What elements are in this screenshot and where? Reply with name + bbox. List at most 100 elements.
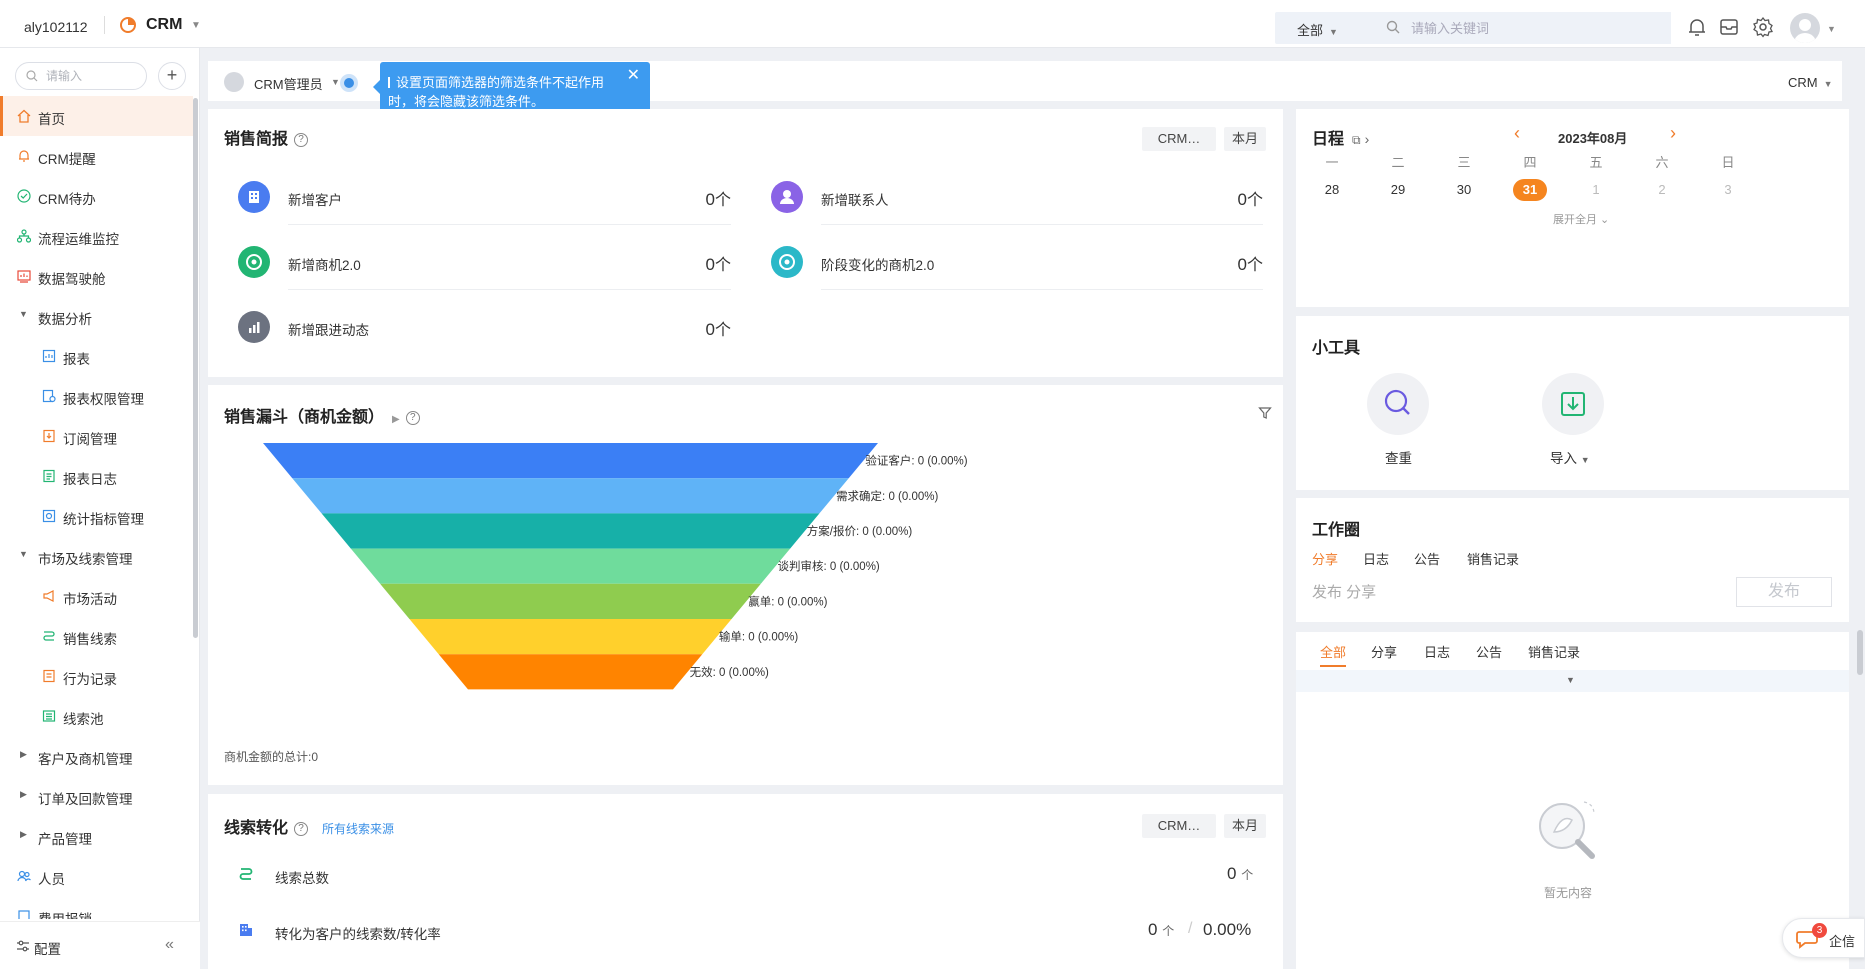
- sidebar-group-order[interactable]: ▶ 订单及回款管理: [0, 776, 193, 816]
- dedupe-tool-button[interactable]: [1367, 373, 1429, 435]
- funnel-stage-1[interactable]: [292, 478, 849, 514]
- sidebar-item-expense[interactable]: 费用报销: [0, 896, 193, 919]
- calendar-day[interactable]: 3: [1724, 182, 1732, 197]
- sidebar-item-home[interactable]: 首页: [0, 96, 193, 136]
- expand-month-link[interactable]: 展开全月 ⌄: [1553, 214, 1610, 226]
- filter-funnel-icon[interactable]: [1258, 406, 1272, 420]
- funnel-stage-6[interactable]: [438, 654, 703, 690]
- calendar-day[interactable]: 29: [1390, 182, 1406, 197]
- add-menu-button[interactable]: +: [158, 62, 186, 90]
- page-scrollbar[interactable]: [1857, 630, 1863, 675]
- sidebar-group-customer[interactable]: ▶ 客户及商机管理: [0, 736, 193, 776]
- import-tool-label[interactable]: 导入 ▼: [1550, 447, 1590, 467]
- user-avatar[interactable]: [1790, 13, 1820, 43]
- stat-new-customers[interactable]: 新增客户 0个: [238, 173, 731, 225]
- prev-month-button[interactable]: ‹: [1514, 123, 1520, 143]
- close-icon[interactable]: ✕: [626, 67, 640, 84]
- caret-right-icon: ▶: [20, 789, 27, 799]
- tab-log[interactable]: 日志: [1363, 552, 1390, 567]
- funnel-title: 销售漏斗（商机金额）: [224, 409, 385, 426]
- qixin-chat-button[interactable]: 3 企信: [1782, 918, 1865, 958]
- target-icon: [238, 246, 270, 278]
- tab-all[interactable]: 全部: [1320, 645, 1347, 660]
- funnel-chart: 验证客户: 0 (0.00%) 需求确定: 0 (0.00%) 方案/报价: 0 (…: [263, 443, 968, 690]
- notification-bell-icon[interactable]: [1686, 16, 1708, 38]
- calendar-day-today[interactable]: 31: [1510, 179, 1550, 201]
- crm-scope-pill[interactable]: CRM…: [1142, 127, 1216, 151]
- help-icon[interactable]: ?: [405, 411, 420, 425]
- import-tool-button[interactable]: [1542, 373, 1604, 435]
- calendar-day[interactable]: 28: [1324, 182, 1340, 197]
- caret-right-icon[interactable]: ▶: [392, 414, 400, 425]
- next-month-button[interactable]: ›: [1670, 123, 1676, 143]
- sidebar-config[interactable]: 配置 «: [0, 921, 200, 969]
- crm-scope-pill[interactable]: CRM…: [1142, 814, 1216, 838]
- dedupe-tool-label[interactable]: 查重: [1385, 451, 1412, 466]
- funnel-stage-0[interactable]: [263, 443, 878, 479]
- sidebar-group-product[interactable]: ▶ 产品管理: [0, 816, 193, 856]
- sidebar-group-data-analysis[interactable]: ▼ 数据分析: [0, 296, 193, 336]
- owner-filter[interactable]: CRM管理员: [254, 77, 323, 92]
- global-search-input[interactable]: [1375, 12, 1671, 44]
- funnel-stage-4[interactable]: [380, 583, 761, 619]
- stat-new-followups[interactable]: 新增跟进动态 0个: [238, 303, 731, 355]
- tab-notice[interactable]: 公告: [1476, 645, 1503, 660]
- chevron-right-icon[interactable]: ›: [1364, 131, 1370, 147]
- sidebar-item-statistics[interactable]: 统计指标管理: [0, 496, 193, 536]
- sidebar-item-process-monitor[interactable]: 流程运维监控: [0, 216, 193, 256]
- sidebar-search-input[interactable]: [15, 62, 147, 90]
- feed-expand-bar[interactable]: ▼: [1296, 670, 1849, 692]
- sidebar-item-report-log[interactable]: 报表日志: [0, 456, 193, 496]
- chevron-down-icon[interactable]: ▼: [191, 20, 201, 31]
- inbox-icon[interactable]: [1718, 16, 1740, 38]
- record-icon: [43, 669, 55, 683]
- stat-new-contacts[interactable]: 新增联系人 0个: [771, 173, 1263, 225]
- help-icon[interactable]: ?: [294, 133, 309, 147]
- app-switcher[interactable]: CRM: [146, 16, 183, 33]
- tab-sales-record[interactable]: 销售记录: [1528, 645, 1581, 660]
- stat-unit: 个: [714, 257, 731, 274]
- stat-stage-changed[interactable]: 阶段变化的商机2.0 0个: [771, 238, 1263, 290]
- collapse-sidebar-button[interactable]: «: [165, 936, 174, 953]
- period-pill[interactable]: 本月: [1224, 814, 1266, 838]
- funnel-stage-5[interactable]: [409, 619, 732, 655]
- sidebar-scrollbar[interactable]: [193, 98, 198, 638]
- sidebar-item-data-cockpit[interactable]: 数据驾驶舱: [0, 256, 193, 296]
- caret-down-icon[interactable]: ▼: [331, 77, 340, 87]
- search-scope-select[interactable]: 全部 ▼: [1275, 12, 1375, 44]
- current-user[interactable]: aly102112: [24, 19, 88, 35]
- stat-unit: 个: [714, 322, 731, 339]
- tab-log[interactable]: 日志: [1424, 645, 1451, 660]
- sidebar-item-report-permission[interactable]: 报表权限管理: [0, 376, 193, 416]
- chevron-down-icon[interactable]: ▼: [1827, 24, 1836, 34]
- sidebar-item-sales-leads[interactable]: 销售线索: [0, 616, 193, 656]
- help-icon[interactable]: ?: [294, 822, 309, 836]
- lead-source-link[interactable]: 所有线索来源: [322, 822, 395, 836]
- tab-sales-record[interactable]: 销售记录: [1467, 552, 1520, 567]
- sidebar-item-marketing-activity[interactable]: 市场活动: [0, 576, 193, 616]
- publish-button[interactable]: 发布: [1736, 577, 1832, 607]
- sidebar-item-crm-todo[interactable]: CRM待办: [0, 176, 193, 216]
- sidebar-item-lead-pool[interactable]: 线索池: [0, 696, 193, 736]
- sidebar-group-marketing[interactable]: ▼ 市场及线索管理: [0, 536, 193, 576]
- copy-icon[interactable]: ⧉: [1352, 133, 1361, 147]
- sidebar-item-people[interactable]: 人员: [0, 856, 193, 896]
- calendar-day[interactable]: 30: [1456, 182, 1472, 197]
- stat-new-opportunities[interactable]: 新增商机2.0 0个: [238, 238, 731, 290]
- funnel-stage-3[interactable]: [350, 548, 791, 584]
- tab-share[interactable]: 分享: [1312, 552, 1339, 567]
- funnel-stage-2[interactable]: [321, 513, 820, 549]
- sidebar-item-subscription[interactable]: 订阅管理: [0, 416, 193, 456]
- tab-share[interactable]: 分享: [1371, 645, 1398, 660]
- tools-card: 小工具 查重 导入 ▼: [1296, 316, 1849, 490]
- settings-gear-icon[interactable]: [1752, 16, 1774, 38]
- publish-input[interactable]: 发布 分享: [1312, 584, 1377, 601]
- tab-notice[interactable]: 公告: [1414, 552, 1441, 567]
- sidebar-item-report[interactable]: 报表: [0, 336, 193, 376]
- sidebar-item-behavior-record[interactable]: 行为记录: [0, 656, 193, 696]
- sidebar-item-crm-reminder[interactable]: CRM提醒: [0, 136, 193, 176]
- calendar-day[interactable]: 2: [1658, 182, 1666, 197]
- period-pill[interactable]: 本月: [1224, 127, 1266, 151]
- calendar-day[interactable]: 1: [1592, 182, 1600, 197]
- crm-filter-select[interactable]: CRM ▼: [1788, 75, 1833, 90]
